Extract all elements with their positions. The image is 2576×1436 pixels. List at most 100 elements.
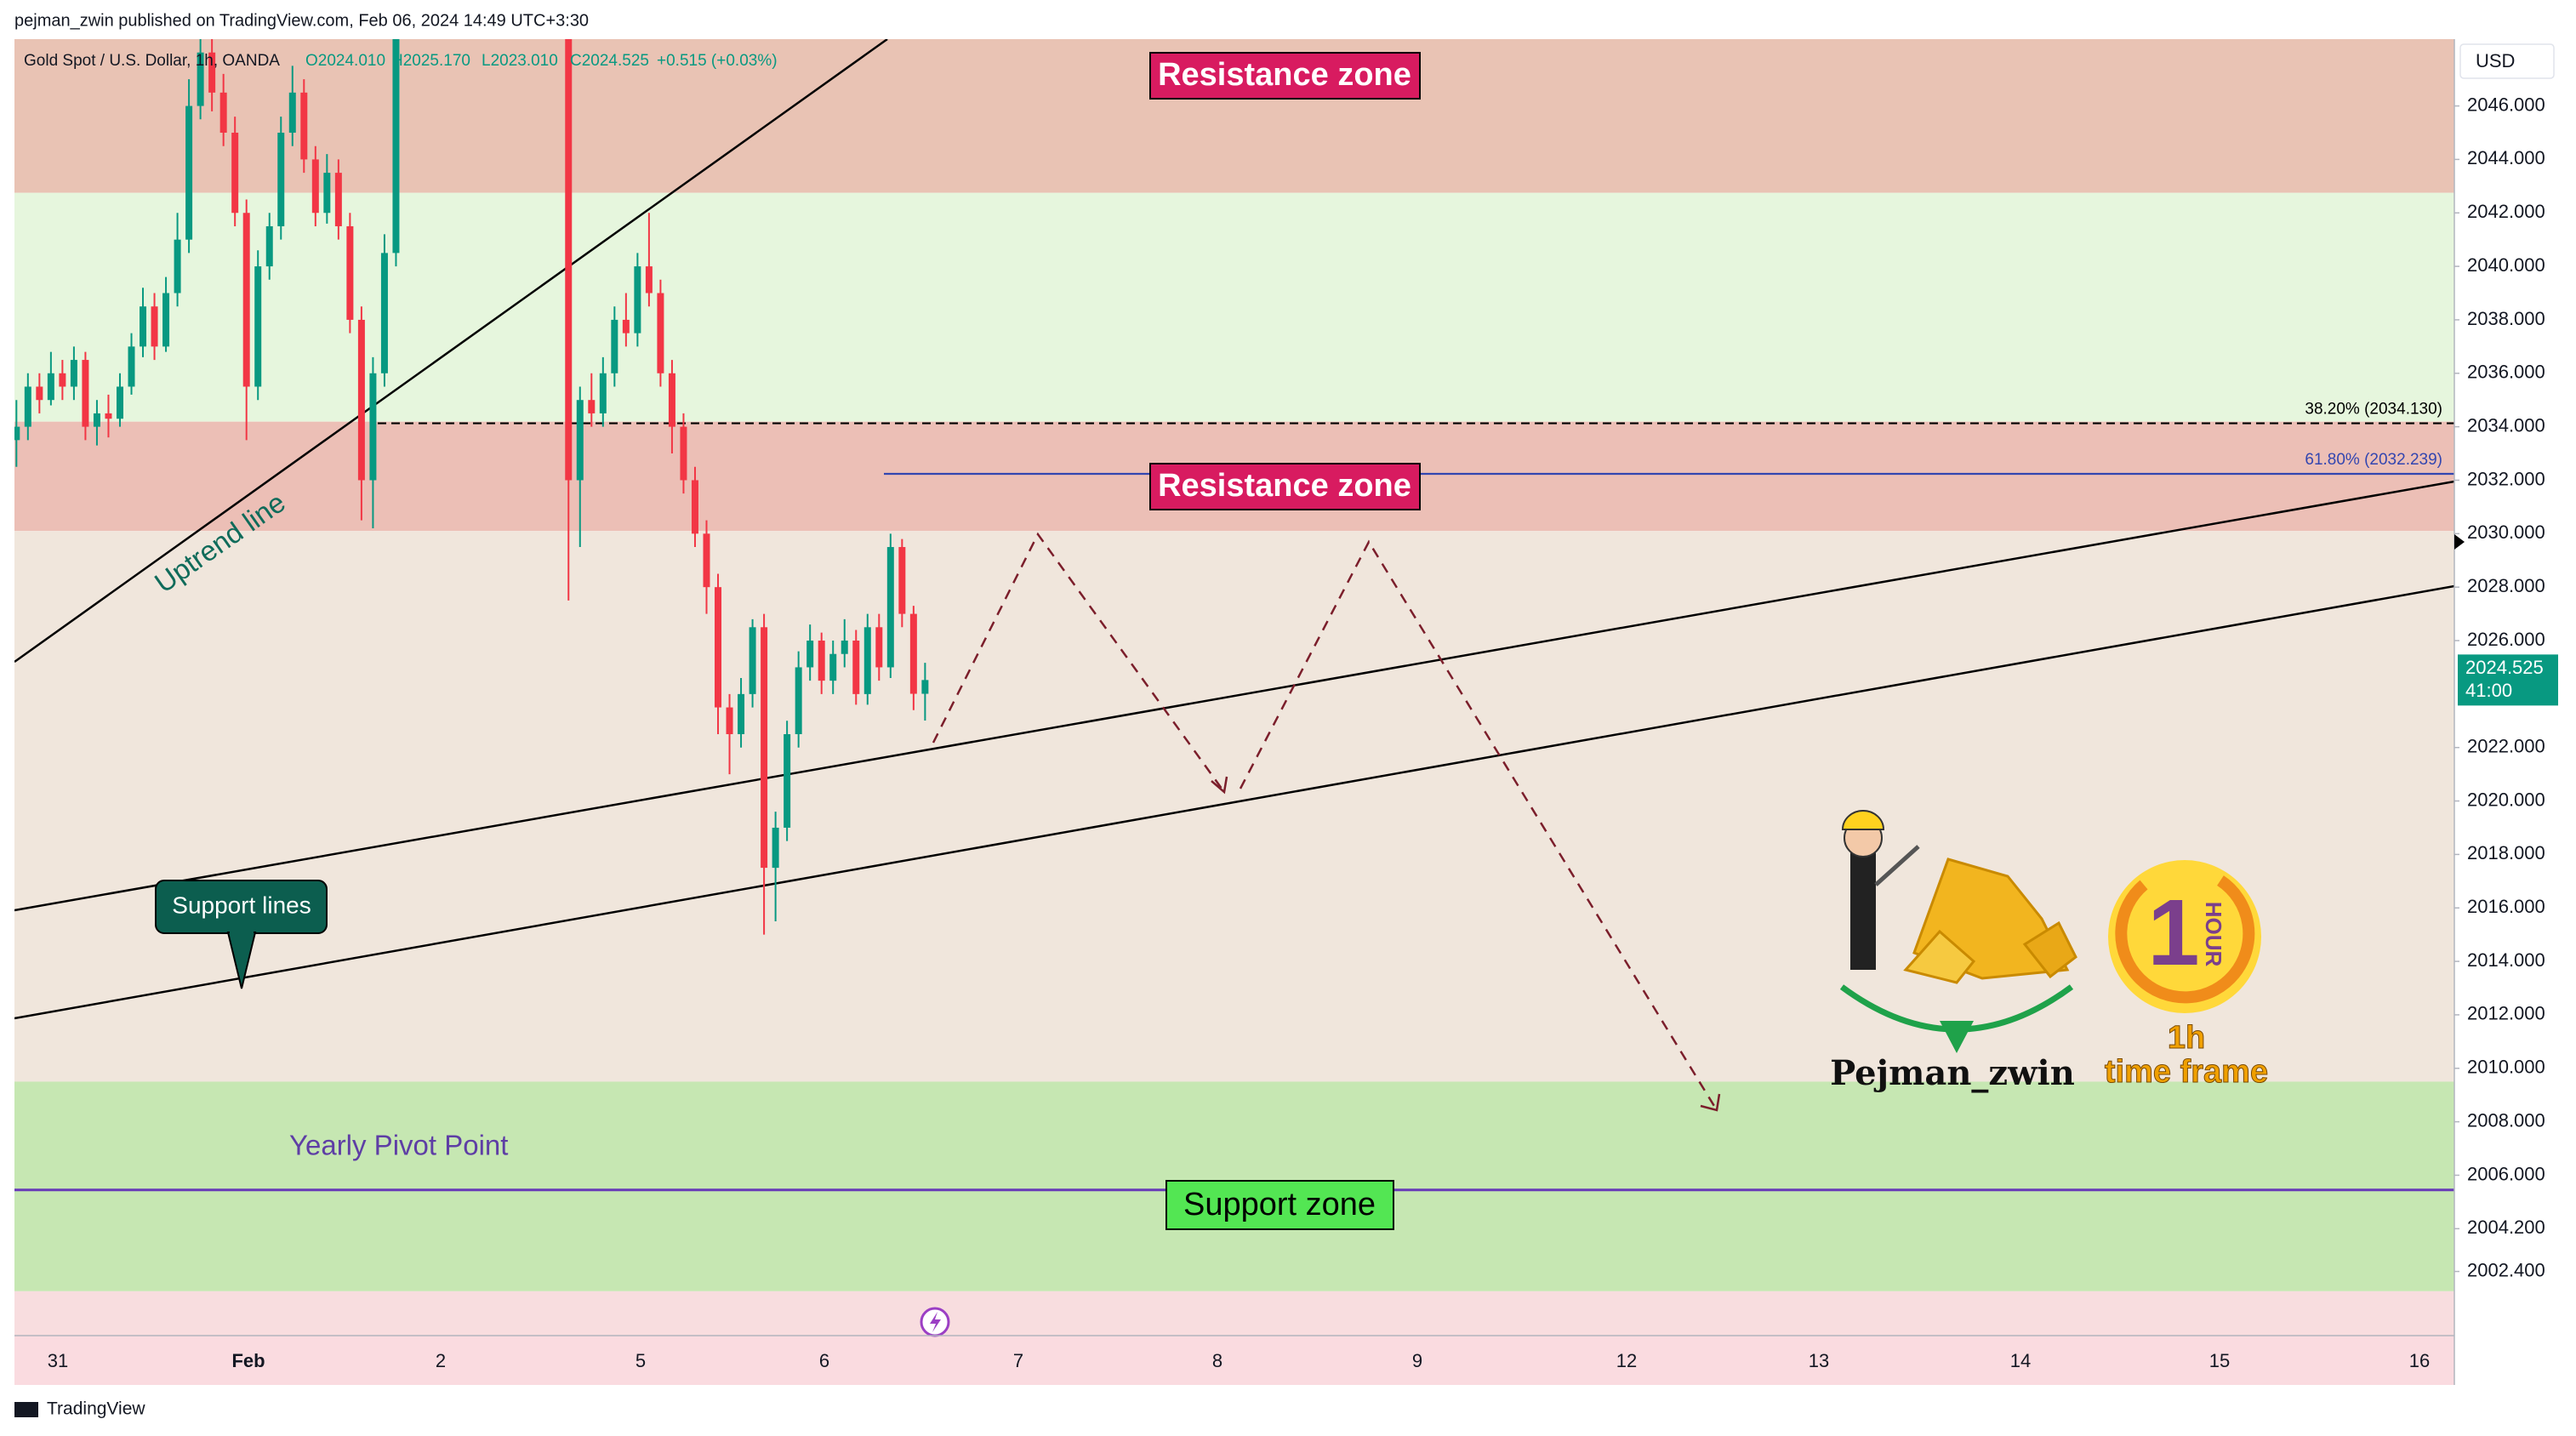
y-tick-label: 2008.000 (2467, 1109, 2545, 1131)
y-tick-label: 2034.000 (2467, 414, 2545, 436)
legend: O2024.010 H2025.170 L2023.010 C2024.525 +0.5… (305, 52, 778, 70)
y-tick-label: 2032.000 (2467, 468, 2545, 489)
candle-body (334, 173, 342, 226)
candle-body (380, 253, 388, 373)
callout-joint (230, 927, 254, 935)
candle-body (392, 39, 400, 254)
candle-body (151, 306, 158, 347)
x-tick-label: 9 (1412, 1350, 1422, 1371)
x-tick-label: 5 (635, 1350, 646, 1371)
candle-body (634, 266, 641, 333)
x-tick-label: 6 (819, 1350, 829, 1371)
candle-body (162, 293, 170, 347)
uptrend-line (14, 39, 888, 664)
candle-body (657, 293, 664, 373)
x-tick-label: 8 (1212, 1350, 1222, 1371)
candle-body (909, 613, 917, 694)
candle-body (288, 92, 296, 133)
candle-body (691, 480, 698, 534)
resistance-label: Resistance zone (1158, 468, 1411, 504)
fib-label: 61.80% (2032.239) (2305, 451, 2442, 469)
y-tick-label: 2042.000 (2467, 201, 2545, 222)
y-tick-label: 2044.000 (2467, 147, 2545, 168)
arrowhead (1700, 1093, 1721, 1112)
legend-value: +0.515 (+0.03%) (657, 52, 778, 70)
helmet (1841, 810, 1885, 830)
x-tick-label: 15 (2209, 1350, 2230, 1371)
x-tick-label: 7 (1013, 1350, 1023, 1371)
y-tick-label: 2014.000 (2467, 949, 2545, 971)
x-tick-label: 2 (436, 1350, 446, 1371)
resistance-label: Resistance zone (1158, 57, 1411, 93)
candle-body (852, 641, 860, 694)
gold-rock (1903, 929, 1976, 984)
candle-body (174, 239, 181, 293)
candle-body (311, 159, 319, 214)
candle-body (369, 373, 377, 481)
x-tick-label: 12 (1616, 1350, 1637, 1371)
legend-value: O2024.010 (305, 52, 385, 70)
y-tick-label: 2020.000 (2467, 789, 2545, 810)
candle-body (599, 373, 607, 413)
candle-body (611, 319, 618, 373)
timeframe: time frame (2105, 1054, 2268, 1090)
arrowheads (1211, 776, 1721, 1112)
candle-body (749, 627, 756, 694)
footer: TradingView (47, 1399, 145, 1419)
candle-body (806, 641, 814, 668)
candle-body (841, 641, 848, 654)
candle-body (197, 52, 204, 106)
candle-body (219, 92, 227, 133)
candle-body (886, 547, 894, 668)
fib-label: 38.20% (2034.130) (2305, 401, 2442, 419)
miner (1850, 851, 1876, 970)
candles (14, 39, 929, 935)
candle-body (576, 400, 584, 481)
resistance-label-box (1149, 463, 1421, 510)
x-tick-label: 13 (1809, 1350, 1829, 1371)
candle-body (93, 413, 100, 427)
candle-body (795, 667, 802, 734)
support-lines-label: Support lines (172, 892, 311, 918)
tv-logo (14, 1402, 38, 1417)
candle-body (300, 92, 308, 160)
candle-body (208, 52, 216, 93)
event-icon-bolt (930, 1312, 941, 1332)
x-tick-label: Feb (231, 1350, 265, 1371)
y-tick-label: 2012.000 (2467, 1003, 2545, 1024)
candle-body (863, 627, 871, 694)
support-line-upper (14, 480, 2454, 912)
y-tick-label: 2030.000 (2467, 521, 2545, 543)
y-tick-label: 2016.000 (2467, 896, 2545, 917)
support-line-lower (14, 584, 2454, 1020)
candle-body (36, 386, 43, 401)
candle-body (784, 733, 791, 828)
candle-body (921, 680, 929, 694)
pickaxe (1874, 845, 1920, 886)
candle-body (726, 707, 733, 734)
candle-body (357, 319, 365, 481)
candle-body (185, 105, 193, 240)
candle-body (588, 400, 596, 413)
currency: USD (2476, 50, 2515, 71)
legend-value: L2023.010 (482, 52, 558, 70)
candle-body (668, 373, 675, 427)
candle-body (703, 533, 710, 588)
candle-body (761, 627, 768, 869)
y-tick-label: 2046.000 (2467, 94, 2545, 115)
x-tick-label: 31 (48, 1350, 68, 1371)
x-tick-label: 16 (2409, 1350, 2430, 1371)
hour-badge (2108, 860, 2261, 1013)
candle-body (738, 693, 745, 734)
candle-body (116, 386, 123, 419)
candle-body (622, 319, 630, 333)
projection-path (932, 532, 1226, 793)
x-tick-label: 14 (2010, 1350, 2031, 1371)
drawings (14, 39, 2454, 1020)
zone (14, 531, 2454, 1082)
zone (14, 1291, 2454, 1336)
candle-body (829, 653, 837, 681)
price-axis: 2046.000 2044.000 2042.000 2040.000 2038.000… (2454, 94, 2558, 1280)
candle-body (715, 587, 722, 708)
candle-body (565, 39, 573, 481)
